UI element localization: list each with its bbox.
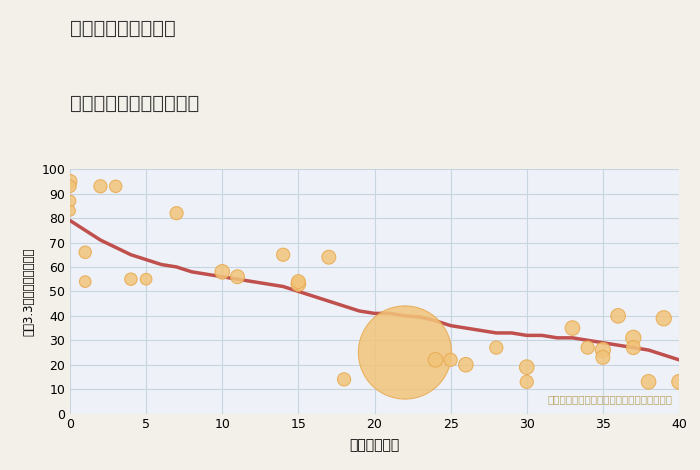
- Y-axis label: 坪（3.3㎡）単価（万円）: 坪（3.3㎡）単価（万円）: [22, 247, 36, 336]
- Point: [430, 356, 441, 364]
- Point: [521, 363, 532, 371]
- Point: [64, 182, 76, 190]
- Point: [232, 273, 243, 281]
- Point: [339, 376, 350, 383]
- Point: [521, 378, 532, 385]
- Point: [80, 249, 91, 256]
- Point: [673, 378, 685, 385]
- Point: [293, 278, 304, 285]
- Point: [171, 210, 182, 217]
- Point: [277, 251, 289, 258]
- Point: [582, 344, 594, 352]
- Point: [597, 353, 608, 361]
- Point: [491, 344, 502, 352]
- Point: [597, 346, 608, 354]
- Point: [64, 207, 76, 214]
- Text: 築年数別中古戸建て価格: 築年数別中古戸建て価格: [70, 94, 199, 113]
- Point: [628, 334, 639, 342]
- Text: 千葉県市原市深城の: 千葉県市原市深城の: [70, 19, 176, 38]
- Point: [64, 197, 76, 205]
- Text: 円の大きさは、取引のあった物件面積を示す: 円の大きさは、取引のあった物件面積を示す: [548, 394, 673, 404]
- Point: [612, 312, 624, 320]
- Point: [293, 280, 304, 288]
- Point: [461, 361, 472, 368]
- Point: [110, 182, 121, 190]
- Point: [445, 356, 456, 364]
- Point: [323, 253, 335, 261]
- Point: [80, 278, 91, 285]
- Point: [95, 182, 106, 190]
- Point: [567, 324, 578, 332]
- Point: [658, 314, 669, 322]
- Point: [125, 275, 136, 283]
- Point: [628, 344, 639, 352]
- X-axis label: 築年数（年）: 築年数（年）: [349, 439, 400, 453]
- Point: [399, 349, 410, 356]
- Point: [217, 268, 228, 275]
- Point: [64, 178, 76, 185]
- Point: [643, 378, 655, 385]
- Point: [141, 275, 152, 283]
